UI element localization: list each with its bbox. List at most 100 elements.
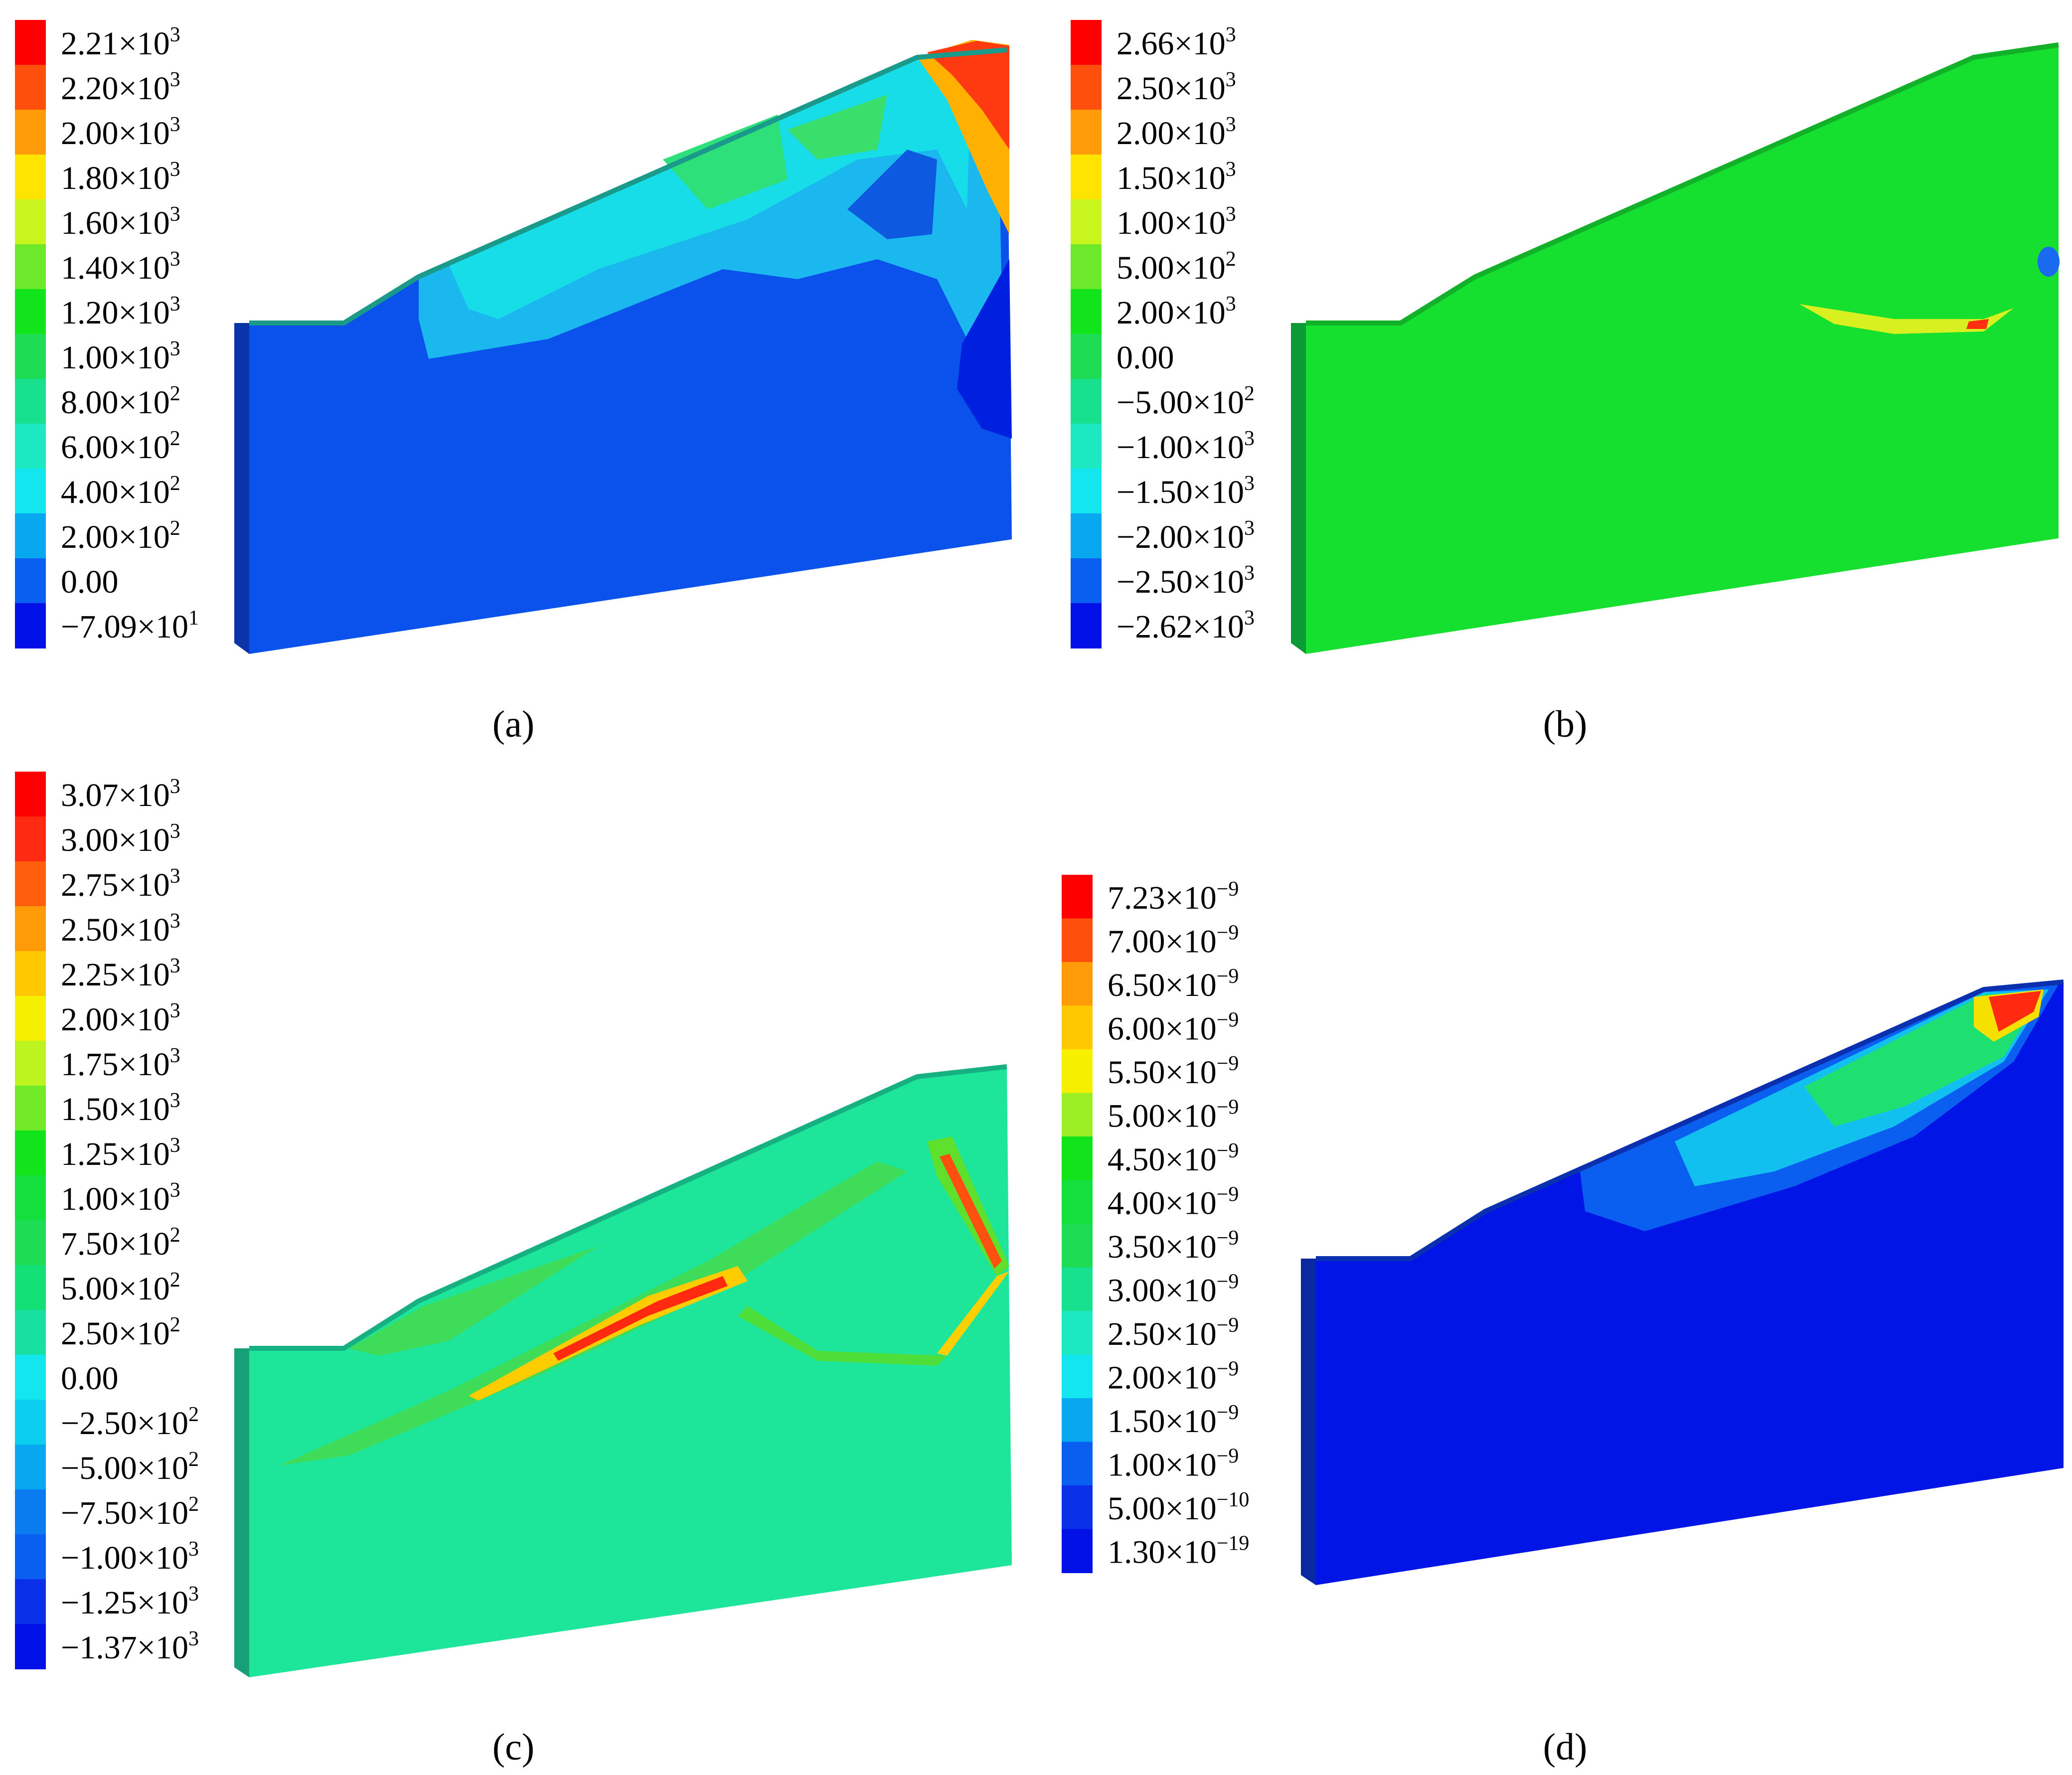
legend-exponent: 2 <box>188 1403 199 1426</box>
legend-label: 1.30×10−19 <box>1108 1532 1249 1570</box>
legend-mantissa: 2.00 <box>61 115 119 152</box>
legend-swatch <box>15 1041 46 1086</box>
legend-exponent: −9 <box>1217 1052 1239 1075</box>
legend-exponent: 3 <box>170 1044 180 1067</box>
model-top-edge <box>1306 42 2059 325</box>
legend-times: ×10 <box>1174 250 1226 286</box>
legend-label: 1.80×103 <box>61 158 180 196</box>
slope-model-a <box>234 40 1012 654</box>
legend-label: 2.20×103 <box>61 68 180 107</box>
legend-label: 6.00×10−9 <box>1108 1008 1239 1047</box>
model-top-edge <box>249 1064 1007 1351</box>
legend-mantissa: 6.50 <box>1108 967 1165 1003</box>
contour-thin-band-core <box>1966 319 1989 329</box>
legend-exponent: −9 <box>1217 1227 1239 1250</box>
legend-label: 7.00×10−9 <box>1108 921 1239 960</box>
legend-mantissa: −5.00 <box>1116 384 1193 421</box>
legend-exponent: 2 <box>188 1493 199 1516</box>
legend-label: 7.23×10−9 <box>1108 878 1239 916</box>
legend-exponent: 3 <box>170 68 180 91</box>
legend-exponent: 3 <box>170 910 180 933</box>
legend-times: ×10 <box>137 1405 188 1442</box>
legend-times: ×10 <box>119 1136 170 1172</box>
legend-swatch <box>1071 334 1102 379</box>
legend-swatch <box>1071 379 1102 424</box>
legend-times: ×10 <box>1165 1229 1217 1265</box>
slope-model-c <box>234 1064 1012 1677</box>
legend-label: 1.00×103 <box>1116 203 1236 241</box>
legend-swatch <box>15 1489 46 1535</box>
legend-mantissa: 1.00 <box>61 339 119 376</box>
legend-exponent: −9 <box>1217 1183 1239 1206</box>
legend-swatch <box>15 558 46 604</box>
legend-label: 2.75×103 <box>61 865 180 903</box>
legend-exponent: 2 <box>1226 248 1236 271</box>
legend-exponent: 3 <box>1226 203 1236 226</box>
legend-times: ×10 <box>1174 115 1226 152</box>
legend-exponent: −10 <box>1217 1488 1250 1511</box>
legend-label: 1.50×103 <box>61 1089 180 1128</box>
legend-exponent: 3 <box>1244 562 1255 585</box>
legend-swatch <box>15 334 46 379</box>
legend-mantissa: 6.00 <box>1108 1010 1165 1047</box>
legend-swatch <box>1062 1267 1093 1311</box>
contour-low-spot <box>2038 247 2060 277</box>
legend-label: 3.50×10−9 <box>1108 1227 1239 1265</box>
legend-times: ×10 <box>1174 160 1226 196</box>
legend-label: −1.25×103 <box>61 1583 199 1621</box>
legend-mantissa: 3.00 <box>1108 1272 1165 1308</box>
legend-swatch <box>15 1086 46 1131</box>
legend-swatch <box>1062 1354 1093 1399</box>
legend-mantissa: 7.23 <box>1108 880 1165 916</box>
legend-label: 1.00×103 <box>61 1179 180 1217</box>
legend-exponent: −9 <box>1217 921 1239 944</box>
legend-exponent: 3 <box>170 337 180 360</box>
legend-exponent: 2 <box>188 1448 199 1471</box>
shear-band-outer <box>279 1161 907 1465</box>
legend-swatch <box>1071 558 1102 604</box>
legend-exponent: 3 <box>170 775 180 798</box>
legend-times: ×10 <box>1165 1272 1217 1308</box>
legend-label: −1.00×103 <box>1116 427 1255 466</box>
legend-swatch <box>15 996 46 1041</box>
legend-times: ×10 <box>1193 474 1244 510</box>
legend-mantissa: 2.20 <box>61 70 119 107</box>
legend-exponent: −9 <box>1217 1139 1239 1162</box>
legend-swatch <box>15 1624 46 1669</box>
legend-mantissa: 1.00 <box>1116 205 1174 241</box>
legend-b: 2.66×1032.50×1032.00×1031.50×1031.00×103… <box>1071 20 1255 648</box>
legend-exponent: 3 <box>1244 427 1255 450</box>
legend-exponent: 3 <box>188 1538 199 1561</box>
legend-label: 0.00 <box>61 564 119 600</box>
legend-swatch <box>15 20 46 65</box>
legend-mantissa: −1.25 <box>61 1585 137 1621</box>
legend-swatch <box>15 244 46 290</box>
legend-exponent: 3 <box>170 1134 180 1157</box>
legend-exponent: 3 <box>1244 607 1255 630</box>
legend-mantissa: 1.60 <box>61 205 119 241</box>
legend-times: ×10 <box>1193 429 1244 466</box>
legend-mantissa: 1.80 <box>61 160 119 196</box>
legend-exponent: −9 <box>1217 1445 1239 1467</box>
contour-band-green <box>663 115 788 209</box>
legend-times: ×10 <box>1174 25 1226 62</box>
legend-swatch <box>15 1265 46 1310</box>
legend-label: 4.50×10−9 <box>1108 1139 1239 1178</box>
legend-label: −2.00×103 <box>1116 517 1255 555</box>
legend-times: ×10 <box>1165 1054 1217 1091</box>
legend-mantissa: −7.50 <box>61 1495 137 1531</box>
legend-label: 2.50×103 <box>61 910 180 948</box>
legend-exponent: −9 <box>1217 878 1239 901</box>
legend-label: 1.40×103 <box>61 248 180 286</box>
legend-label: −7.09×101 <box>61 607 199 645</box>
right-shear-band-core <box>940 1154 1002 1269</box>
slope-model-d <box>1301 979 2064 1585</box>
legend-swatch <box>15 1355 46 1400</box>
legend-swatch <box>1071 20 1102 65</box>
legend-swatch <box>1062 1049 1093 1094</box>
legend-swatch <box>15 1400 46 1445</box>
legend-exponent: −9 <box>1217 1314 1239 1337</box>
legend-exponent: 3 <box>170 955 180 977</box>
legend-swatch <box>1071 513 1102 559</box>
legend-exponent: 3 <box>1244 517 1255 540</box>
